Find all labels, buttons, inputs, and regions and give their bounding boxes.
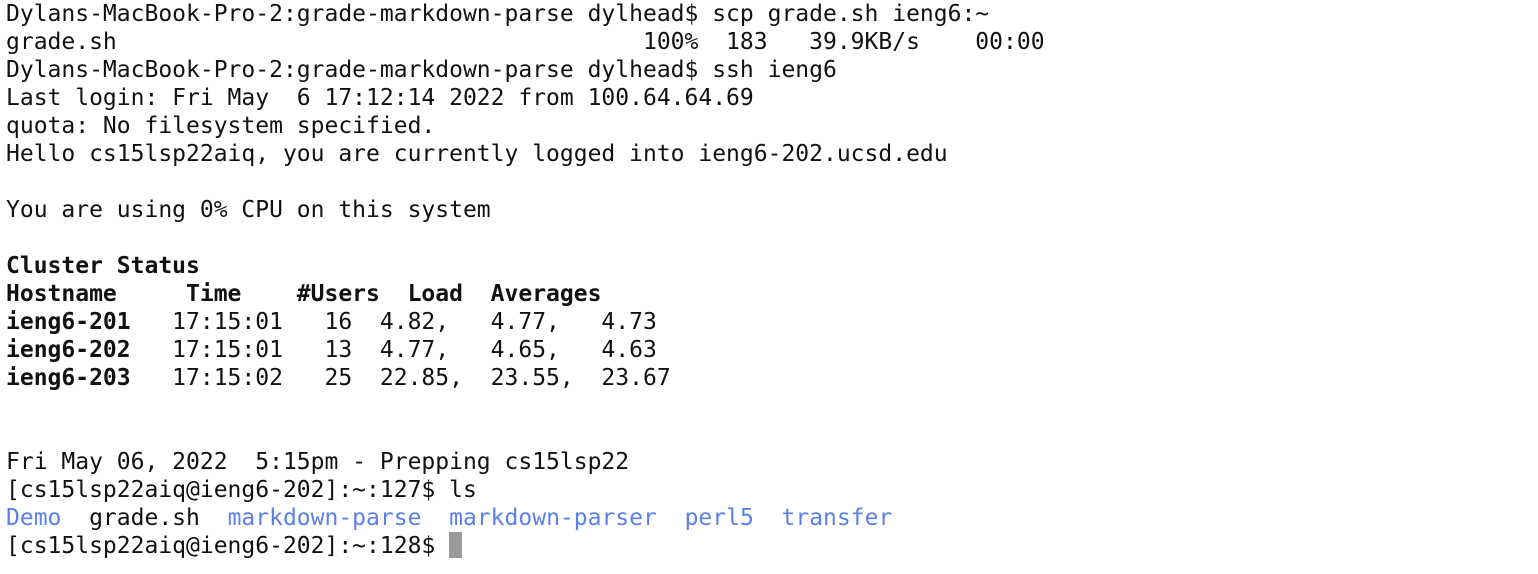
terminal-window: Dylans-MacBook-Pro-2:grade-markdown-pars…	[6, 0, 1045, 560]
terminal-line: Dylans-MacBook-Pro-2:grade-markdown-pars…	[6, 0, 1045, 28]
directory-name: perl5	[684, 505, 754, 531]
terminal-line: You are using 0% CPU on this system	[6, 196, 1045, 224]
output-block: You are using 0% CPU on this system	[6, 196, 1045, 224]
output-block: Fri May 06, 2022 5:15pm - Prepping cs15l…	[6, 448, 1045, 560]
terminal-line: Demo grade.sh markdown-parse markdown-pa…	[6, 504, 1045, 532]
text-segment: ieng6-203	[6, 365, 131, 391]
text-segment: Last login: Fri May 6 17:12:14 2022 from…	[6, 85, 754, 111]
text-segment: 17:15:02 25 22.85, 23.55, 23.67	[130, 365, 671, 391]
terminal-line: Fri May 06, 2022 5:15pm - Prepping cs15l…	[6, 448, 1045, 476]
terminal-line: ieng6-202 17:15:01 13 4.77, 4.65, 4.63	[6, 336, 1045, 364]
directory-name: markdown-parse	[227, 505, 422, 531]
text-segment: [cs15lsp22aiq@ieng6-202]:~:127$ ls	[6, 477, 477, 503]
text-segment	[754, 505, 782, 531]
terminal-line: Last login: Fri May 6 17:12:14 2022 from…	[6, 84, 1045, 112]
output-block: Dylans-MacBook-Pro-2:grade-markdown-pars…	[6, 0, 1045, 168]
terminal-line: [cs15lsp22aiq@ieng6-202]:~:128$	[6, 532, 1045, 560]
text-segment: grade.sh 100% 183 39.9KB/s 00:00	[6, 29, 1045, 55]
terminal-line: ieng6-203 17:15:02 25 22.85, 23.55, 23.6…	[6, 364, 1045, 392]
terminal-line: quota: No filesystem specified.	[6, 112, 1045, 140]
directory-name: Demo	[6, 505, 62, 531]
terminal-line: [cs15lsp22aiq@ieng6-202]:~:127$ ls	[6, 476, 1045, 504]
directory-name: markdown-parser	[449, 505, 657, 531]
text-segment: Hello cs15lsp22aiq, you are currently lo…	[6, 141, 948, 167]
terminal-line: Cluster Status	[6, 252, 1045, 280]
cursor	[449, 532, 463, 558]
terminal-line: Dylans-MacBook-Pro-2:grade-markdown-pars…	[6, 56, 1045, 84]
text-segment: Dylans-MacBook-Pro-2:grade-markdown-pars…	[6, 57, 837, 83]
directory-name: transfer	[781, 505, 893, 531]
text-segment: grade.sh	[61, 505, 228, 531]
text-segment: ieng6-202	[6, 337, 131, 363]
text-segment: Cluster Status	[6, 253, 200, 279]
terminal-line: Hostname Time #Users Load Averages	[6, 280, 1045, 308]
text-segment: You are using 0% CPU on this system	[6, 197, 491, 223]
text-segment: [cs15lsp22aiq@ieng6-202]:~:128$	[6, 533, 450, 559]
text-segment: Dylans-MacBook-Pro-2:grade-markdown-pars…	[6, 1, 990, 27]
text-segment: Fri May 06, 2022 5:15pm - Prepping cs15l…	[6, 449, 630, 475]
terminal-line: ieng6-201 17:15:01 16 4.82, 4.77, 4.73	[6, 308, 1045, 336]
terminal-line: Hello cs15lsp22aiq, you are currently lo…	[6, 140, 1045, 168]
text-segment: 17:15:01 16 4.82, 4.77, 4.73	[130, 309, 657, 335]
output-block: Cluster Status Hostname Time #Users Load …	[6, 252, 1045, 392]
text-segment: ieng6-201	[6, 309, 131, 335]
text-segment: Hostname Time #Users Load Averages	[6, 281, 602, 307]
terminal-line: grade.sh 100% 183 39.9KB/s 00:00	[6, 28, 1045, 56]
text-segment: quota: No filesystem specified.	[6, 113, 436, 139]
text-segment	[657, 505, 685, 531]
text-segment: 17:15:01 13 4.77, 4.65, 4.63	[130, 337, 657, 363]
text-segment	[421, 505, 449, 531]
